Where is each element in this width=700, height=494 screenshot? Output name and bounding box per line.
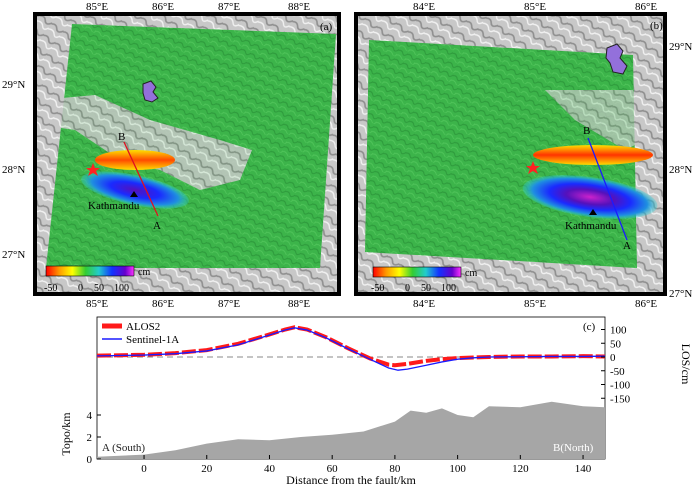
left-tick-a: 29°N [2, 79, 25, 91]
right-tick-b: 27°N [669, 288, 692, 300]
left-tick-a: 28°N [2, 164, 25, 176]
top-tick-b: 84°E [413, 1, 435, 13]
panel-a-label: (a) [320, 21, 333, 33]
colorbar-a-tick: 0 [78, 283, 83, 294]
los-tick-label: 50 [610, 338, 622, 350]
panel-c-label: (c) [583, 321, 596, 333]
top-tick-b: 86°E [635, 1, 657, 13]
epicenter-star-icon [86, 163, 100, 176]
sentinel-line [96, 327, 606, 371]
topography-area [97, 401, 605, 459]
los-tick-label: -50 [610, 366, 625, 378]
subsidence-area [522, 175, 658, 219]
x-axis-label: Distance from the fault/km [286, 473, 416, 487]
kathmandu-label: Kathmandu [88, 200, 140, 212]
bottom-tick-a: 87°E [218, 298, 240, 310]
map-panel-a: Kathmandu B A (a) cm -50 0 50 100 85°E 8… [0, 0, 345, 312]
los-tick-label: -100 [610, 380, 631, 392]
epicenter-star-icon [526, 161, 540, 174]
top-tick-b: 85°E [524, 1, 546, 13]
legend-sentinel: Sentinel-1A [126, 334, 179, 346]
map-panel-b: Kathmandu B A (b) cm -50 0 50 100 84°E 8… [345, 0, 700, 312]
bottom-tick-a: 88°E [288, 298, 310, 310]
x-tick-label: 120 [512, 463, 529, 475]
topo-tick-label: 4 [87, 410, 93, 422]
colorbar-b [372, 266, 462, 278]
kathmandu-marker-icon [130, 191, 138, 197]
topo-tick-label: 0 [87, 454, 93, 466]
profile-panel-c: 0 20 40 60 80 100 120 140 100 50 0 -50 -100 -150 0 2 4 A… [0, 312, 700, 489]
x-tick-label: 140 [575, 463, 592, 475]
colorbar-b-tick: 0 [405, 283, 410, 294]
south-label: A (South) [102, 442, 145, 454]
x-tick-label: 100 [449, 463, 466, 475]
x-tick-label: 20 [201, 463, 213, 475]
colorbar-b-unit: cm [465, 268, 477, 279]
y-axis-label-left: Topo/km [59, 412, 73, 456]
point-a-label: A [153, 220, 161, 232]
colorbar-a [45, 265, 135, 277]
colorbar-a-tick: 100 [114, 283, 129, 294]
x-tick-label: 60 [327, 463, 339, 475]
y-axis-label-right: LOS/cm [679, 344, 693, 385]
colorbar-a-tick: 50 [94, 283, 104, 294]
map-a-svg: Kathmandu B A (a) cm -50 0 50 100 85°E 8… [2, 1, 341, 310]
colorbar-b-tick: -50 [371, 283, 384, 294]
lake-polygon [142, 80, 159, 103]
bottom-tick-b: 84°E [413, 298, 435, 310]
bottom-tick-a: 86°E [152, 298, 174, 310]
right-tick-b: 29°N [669, 41, 692, 53]
colorbar-b-tick: 100 [441, 283, 456, 294]
panel-b-label: (b) [650, 20, 663, 32]
profile-line [587, 137, 628, 241]
left-tick-a: 27°N [2, 249, 25, 261]
top-tick-a: 87°E [218, 1, 240, 13]
x-tick-label: 80 [389, 463, 401, 475]
decorrelation-area [40, 95, 252, 190]
bottom-tick-b: 86°E [635, 298, 657, 310]
bottom-tick-a: 85°E [86, 298, 108, 310]
decorrelation-area [545, 90, 645, 150]
colorbar-a-tick: -50 [44, 283, 57, 294]
bottom-tick-b: 85°E [524, 298, 546, 310]
right-tick-b: 28°N [669, 164, 692, 176]
north-label: B(North) [553, 442, 594, 454]
los-tick-label: 100 [610, 325, 627, 337]
uplift-area [533, 145, 653, 165]
profile-line [123, 141, 159, 217]
kathmandu-label: Kathmandu [565, 220, 617, 232]
top-tick-a: 88°E [288, 1, 310, 13]
x-tick-label: 0 [141, 463, 147, 475]
kathmandu-marker-icon [589, 209, 597, 215]
x-tick-label: 40 [264, 463, 276, 475]
point-a-label: A [623, 240, 631, 252]
los-tick-label: -150 [610, 393, 631, 405]
map-b-svg: Kathmandu B A (b) cm -50 0 50 100 84°E 8… [354, 1, 692, 310]
top-tick-a: 85°E [86, 1, 108, 13]
point-b-label: B [118, 131, 125, 143]
subsidence-area [81, 171, 189, 209]
point-b-label: B [583, 125, 590, 137]
uplift-area [95, 150, 175, 170]
top-tick-a: 86°E [152, 1, 174, 13]
colorbar-b-tick: 50 [421, 283, 431, 294]
lake-polygon [605, 43, 628, 75]
topo-tick-label: 2 [87, 432, 93, 444]
los-tick-label: 0 [610, 352, 616, 364]
legend-alos2: ALOS2 [126, 321, 160, 333]
colorbar-a-unit: cm [138, 267, 150, 278]
